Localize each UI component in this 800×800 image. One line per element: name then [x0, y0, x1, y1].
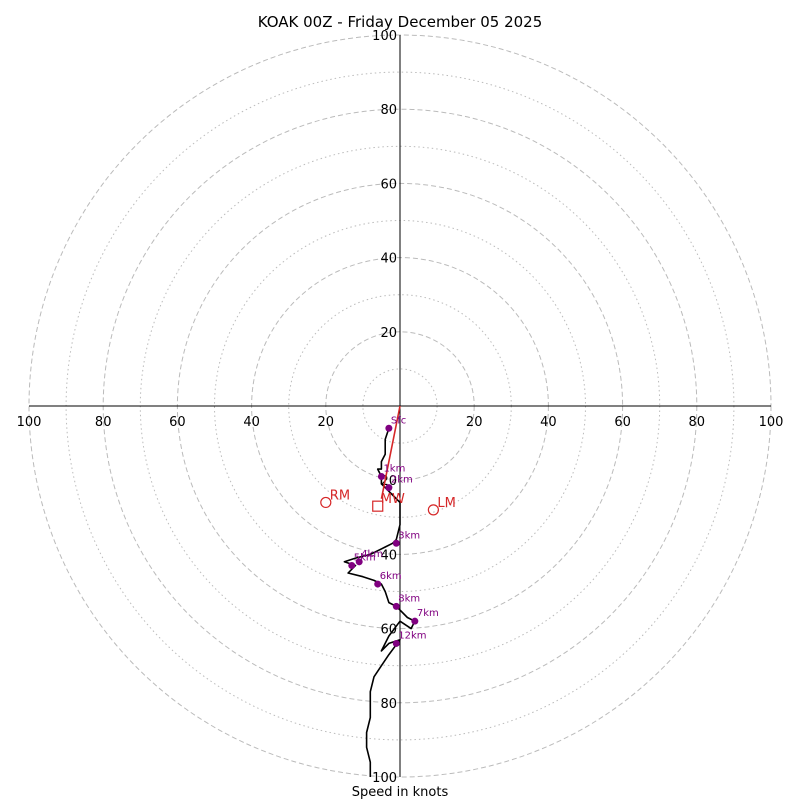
height-marker-3km: [392, 539, 400, 547]
y-tick-label: 60: [380, 177, 397, 192]
lm-marker: [427, 504, 439, 516]
height-marker-1km: [377, 472, 385, 480]
x-tick-label: 100: [759, 415, 784, 430]
height-label-2km: 2km: [391, 475, 413, 486]
y-tick-label: 100: [372, 29, 397, 44]
height-marker-6km: [374, 580, 382, 588]
x-tick-label: 60: [614, 415, 631, 430]
x-tick-label: 40: [243, 415, 260, 430]
y-tick-label: 40: [380, 548, 397, 563]
x-tick-label: 80: [689, 415, 706, 430]
height-label-3km: 3km: [398, 530, 420, 541]
bunkers-motion-vector: [380, 405, 401, 499]
lm-label: LM: [437, 496, 455, 511]
height-label-4km: 4km: [361, 549, 383, 560]
height-label-8km: 8km: [398, 593, 420, 604]
x-tick-label: 40: [540, 415, 557, 430]
mw-marker: [372, 500, 384, 512]
x-tick-label: 100: [17, 415, 42, 430]
rm-label: RM: [330, 488, 350, 503]
height-marker-7km: [411, 617, 419, 625]
height-marker-5km: [348, 562, 356, 570]
y-tick-label: 20: [380, 326, 397, 341]
y-tick-label: 80: [380, 103, 397, 118]
height-label-12km: 12km: [398, 630, 426, 641]
height-marker-4km: [355, 558, 363, 566]
height-marker-sfc: [385, 424, 393, 432]
x-axis-label: Speed in knots: [352, 785, 449, 800]
y-tick-label: 80: [380, 697, 397, 712]
height-label-7km: 7km: [417, 608, 439, 619]
tick-labels: 100 80 60 40 20 20 40 60 80 100204060801002040608…: [17, 29, 784, 786]
rm-marker: [320, 496, 332, 509]
height-label-6km: 6km: [380, 571, 402, 582]
y-tick-label: 40: [380, 252, 397, 267]
y-tick-label: 100: [372, 771, 397, 786]
x-tick-label: 20: [466, 415, 483, 430]
height-label-5km: 5km: [354, 553, 376, 564]
height-label-1km: 1km: [383, 463, 405, 474]
chart-title: KOAK 00Z - Friday December 05 2025: [258, 13, 543, 31]
x-tick-label: 80: [95, 415, 112, 430]
x-tick-label: 60: [169, 415, 186, 430]
height-marker-12km: [392, 639, 400, 647]
mw-label: MW: [381, 492, 405, 507]
height-label-sfc: Sfc: [391, 415, 406, 426]
storm-motion-group: RM LM MW: [320, 405, 456, 516]
y-tick-label: 60: [380, 623, 397, 638]
height-marker-2km: [385, 484, 393, 492]
height-marker-8km: [392, 602, 400, 610]
x-tick-label: 20: [318, 415, 335, 430]
